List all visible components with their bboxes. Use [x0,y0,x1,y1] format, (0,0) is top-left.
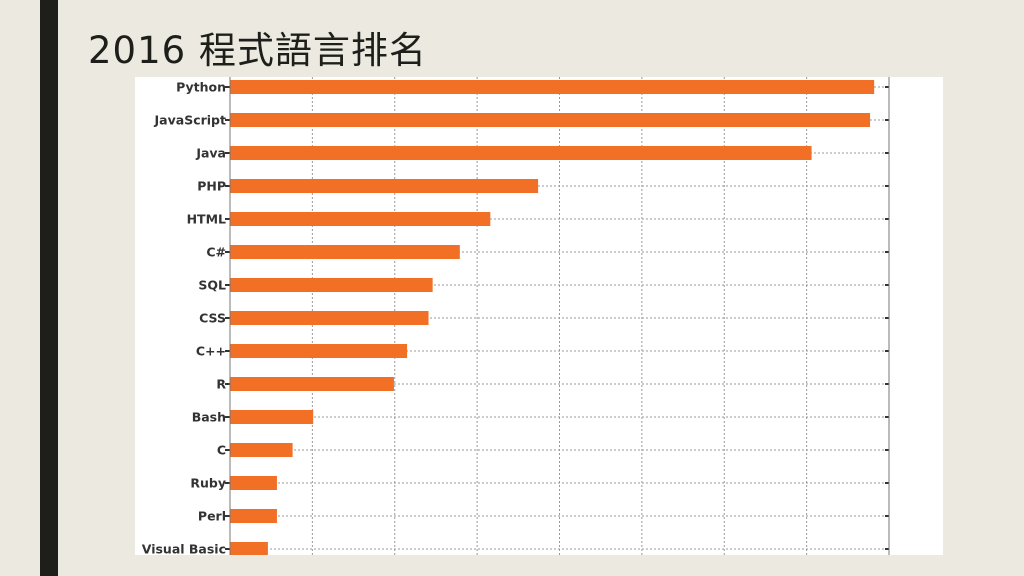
bar-css [230,311,429,325]
bar-visual-basic [230,542,268,556]
bar-java [230,146,812,160]
chart-svg: Python JavaScript Java PHP HTML C# SQL CSS C++ R B… [142,77,890,557]
bar-html [230,212,491,226]
bar-php [230,179,539,193]
y-tick-label: C# [206,245,226,260]
bar-javascript [230,113,871,127]
y-tick-label: JavaScript [154,113,226,128]
y-tick-label: C++ [196,344,226,359]
bar-chart: Python JavaScript Java PHP HTML C# SQL CSS C++ R B… [135,77,943,557]
bar-perl [230,509,277,523]
y-tick-label: PHP [197,179,226,194]
y-tick-label: Bash [192,410,226,425]
y-tick-label: Perl [198,509,226,524]
bar-c- [230,344,408,358]
y-tick-label: Java [195,146,226,161]
y-tick-label: CSS [199,311,226,326]
bar-r [230,377,394,391]
y-tick-label: SQL [198,278,226,293]
bar-python [230,80,875,94]
bar-c- [230,245,460,259]
bar-sql [230,278,433,292]
bar-ruby [230,476,277,490]
y-tick-label: Visual Basic [142,542,226,556]
bar-c [230,443,293,457]
y-tick-label: HTML [187,212,226,227]
y-tick-label: Ruby [190,476,226,491]
y-tick-label: Python [176,80,226,95]
slide-accent-bar [40,0,58,576]
y-tick-label: R [216,377,226,392]
bar-bash [230,410,314,424]
slide-title: 2016 程式語言排名 [88,29,427,72]
y-tick-label: C [217,443,226,458]
